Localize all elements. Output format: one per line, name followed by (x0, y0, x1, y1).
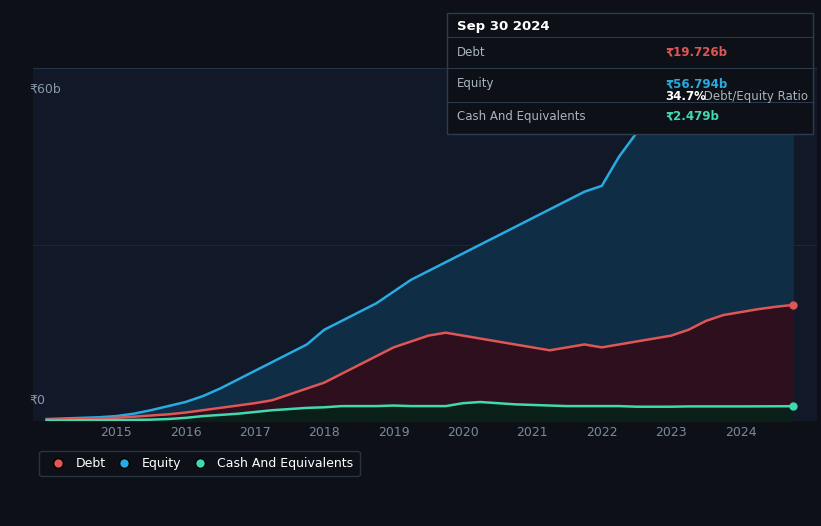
Text: ₹2.479b: ₹2.479b (665, 110, 719, 123)
Text: Sep 30 2024: Sep 30 2024 (457, 20, 550, 33)
Text: Cash And Equivalents: Cash And Equivalents (457, 110, 586, 123)
Text: ₹60b: ₹60b (29, 83, 61, 96)
Legend: Debt, Equity, Cash And Equivalents: Debt, Equity, Cash And Equivalents (39, 451, 360, 476)
Text: 34.7%: 34.7% (665, 90, 706, 104)
Text: Debt/Equity Ratio: Debt/Equity Ratio (700, 90, 809, 104)
Text: Equity: Equity (457, 77, 495, 90)
Text: ₹0: ₹0 (29, 393, 45, 407)
Text: ₹19.726b: ₹19.726b (665, 46, 727, 59)
Text: Debt: Debt (457, 46, 486, 59)
Text: ₹56.794b: ₹56.794b (665, 77, 727, 90)
